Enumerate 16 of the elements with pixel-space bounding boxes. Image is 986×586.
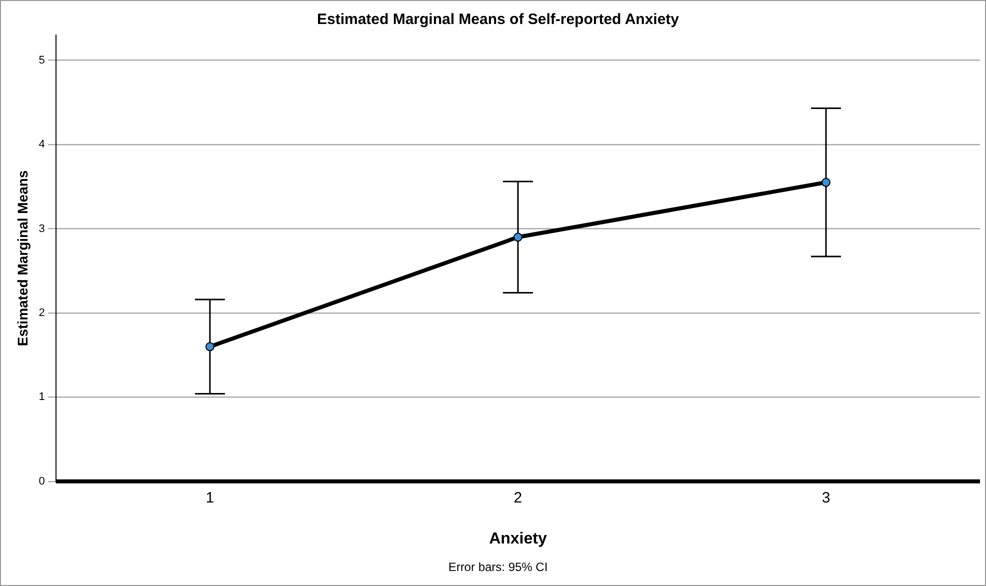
y-tick-label: 0	[38, 475, 45, 488]
y-tick-label: 4	[38, 138, 45, 151]
y-tick-label: 3	[38, 222, 45, 235]
point	[821, 178, 830, 187]
text: Error bars: 95% CI	[448, 560, 548, 574]
chart-title: Estimated Marginal Means of Self-reported Anxiety	[316, 11, 680, 28]
x-tick-label: 2	[514, 490, 522, 507]
x-tick-label: 3	[822, 490, 830, 507]
x-axis-title: Anxiety	[489, 530, 547, 548]
y-tick-label: 2	[38, 306, 45, 319]
x-tick-label: 1	[206, 490, 214, 507]
y-axis-title: Estimated Marginal Means	[14, 170, 30, 346]
point	[513, 232, 522, 242]
y-tick-label: 5	[38, 54, 45, 66]
y-tick-label: 1	[38, 391, 45, 404]
point	[205, 342, 214, 352]
